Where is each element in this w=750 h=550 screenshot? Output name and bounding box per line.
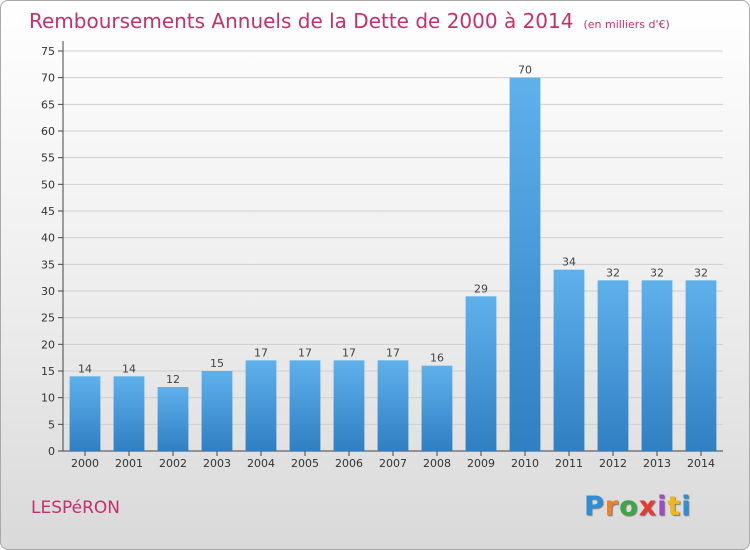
data-label: 32: [606, 266, 620, 279]
logo-letter: x: [638, 491, 658, 522]
y-tick-label: 65: [41, 98, 55, 111]
data-label: 17: [298, 346, 312, 359]
data-label: 14: [122, 362, 136, 375]
y-tick-label: 55: [41, 152, 55, 165]
x-tick-label: 2013: [643, 457, 671, 470]
bar-2011: [553, 269, 585, 451]
logo-letter: i: [681, 491, 692, 522]
bar-2007: [377, 360, 409, 451]
bar-2000: [69, 376, 101, 451]
logo-letter: i: [657, 491, 668, 522]
y-tick-label: 5: [48, 418, 55, 431]
bar-2003: [201, 371, 233, 451]
data-label: 32: [650, 266, 664, 279]
y-tick-label: 20: [41, 338, 55, 351]
logo-letter: P: [584, 491, 605, 522]
town-name: LESPéRON: [31, 498, 121, 518]
x-tick-label: 2001: [115, 457, 143, 470]
y-tick-label: 35: [41, 258, 55, 271]
chart-title: Remboursements Annuels de la Dette de 20…: [29, 9, 670, 33]
x-tick-label: 2003: [203, 457, 231, 470]
x-tick-label: 2012: [599, 457, 627, 470]
x-tick-label: 2008: [423, 457, 451, 470]
logo-letter: t: [667, 491, 682, 522]
data-label: 17: [386, 346, 400, 359]
data-label: 15: [210, 357, 224, 370]
x-tick-label: 2014: [687, 457, 715, 470]
data-label: 17: [254, 346, 268, 359]
y-tick-label: 40: [41, 232, 55, 245]
y-tick-label: 45: [41, 205, 55, 218]
x-tick-label: 2011: [555, 457, 583, 470]
bar-2014: [685, 280, 717, 451]
y-tick-label: 25: [41, 312, 55, 325]
data-label: 16: [430, 352, 444, 365]
data-label: 70: [518, 64, 532, 77]
bar-2002: [157, 387, 189, 451]
bar-2009: [465, 296, 497, 451]
y-tick-label: 75: [41, 45, 55, 58]
logo-letter: r: [604, 491, 620, 522]
bar-2004: [245, 360, 277, 451]
x-tick-label: 2007: [379, 457, 407, 470]
x-tick-label: 2010: [511, 457, 539, 470]
y-tick-label: 30: [41, 285, 55, 298]
data-label: 29: [474, 282, 488, 295]
y-tick-label: 15: [41, 365, 55, 378]
proxiti-logo: Proxiti: [584, 491, 692, 522]
x-tick-label: 2000: [71, 457, 99, 470]
data-label: 34: [562, 256, 576, 269]
chart-subtitle: (en milliers d'€): [583, 18, 670, 31]
bar-2013: [641, 280, 673, 451]
x-tick-label: 2006: [335, 457, 363, 470]
bar-2001: [113, 376, 145, 451]
logo-letter: o: [619, 491, 639, 522]
x-tick-label: 2009: [467, 457, 495, 470]
chart-title-text: Remboursements Annuels de la Dette de 20…: [29, 9, 574, 33]
x-tick-label: 2002: [159, 457, 187, 470]
data-label: 17: [342, 346, 356, 359]
x-tick-label: 2005: [291, 457, 319, 470]
y-tick-label: 60: [41, 125, 55, 138]
data-label: 12: [166, 373, 180, 386]
y-tick-label: 70: [41, 72, 55, 85]
bar-2006: [333, 360, 365, 451]
data-label: 14: [78, 362, 92, 375]
y-tick-label: 10: [41, 392, 55, 405]
data-label: 32: [694, 266, 708, 279]
bar-2008: [421, 365, 453, 451]
y-tick-label: 50: [41, 178, 55, 191]
bar-2005: [289, 360, 321, 451]
y-tick-label: 0: [48, 445, 55, 458]
x-tick-label: 2004: [247, 457, 275, 470]
bar-2010: [509, 77, 541, 452]
bar-2012: [597, 280, 629, 451]
